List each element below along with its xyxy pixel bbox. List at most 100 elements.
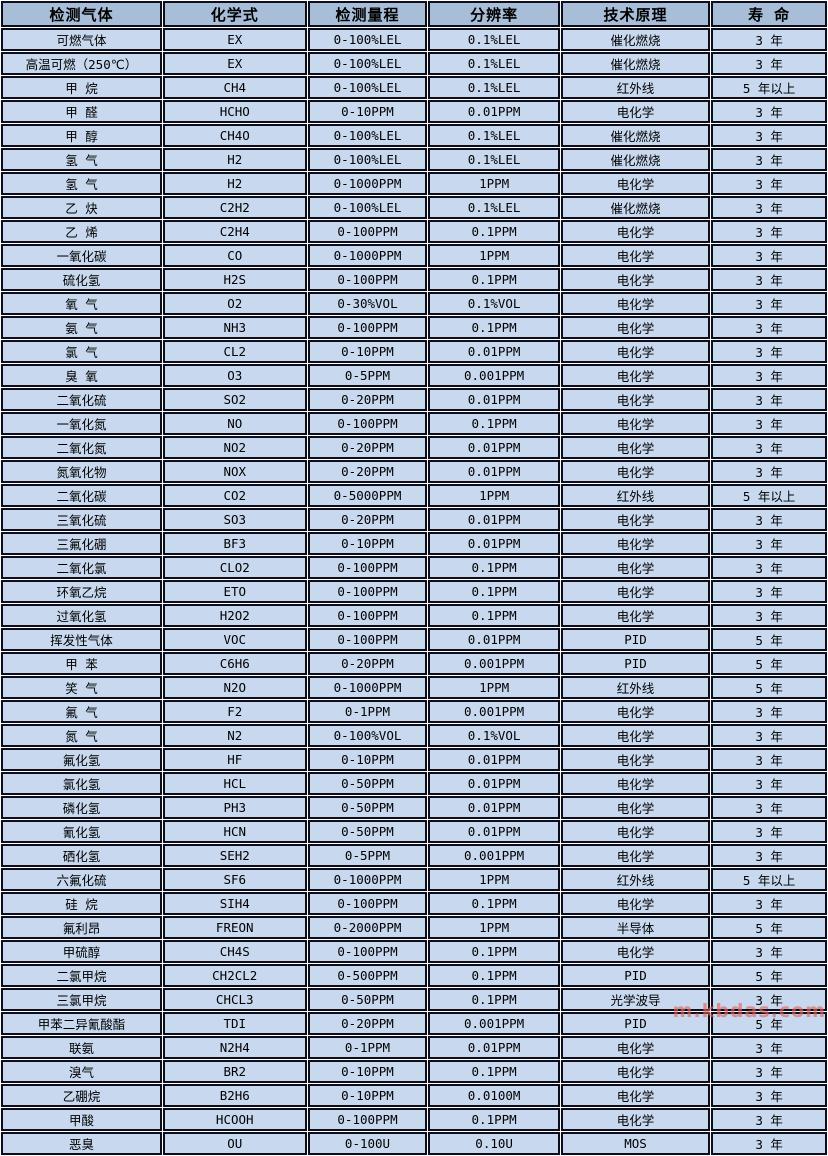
- cell-gas-name: 氢 气: [1, 172, 162, 195]
- cell-lifespan: 3 年: [711, 508, 827, 531]
- cell-resolution: 1PPM: [428, 868, 560, 891]
- cell-gas-name: 氢 气: [1, 148, 162, 171]
- table-row: 二氧化氯 CLO2 0-100PPM 0.1PPM 电化学 3 年: [1, 556, 827, 579]
- cell-resolution: 0.001PPM: [428, 844, 560, 867]
- cell-lifespan: 3 年: [711, 268, 827, 291]
- cell-gas-name: 一氧化碳: [1, 244, 162, 267]
- cell-lifespan: 3 年: [711, 460, 827, 483]
- cell-gas-name: 乙硼烷: [1, 1084, 162, 1107]
- cell-resolution: 0.01PPM: [428, 772, 560, 795]
- cell-gas-name: 臭 氧: [1, 364, 162, 387]
- table-row: 环氧乙烷 ETO 0-100PPM 0.1PPM 电化学 3 年: [1, 580, 827, 603]
- table-row: 乙硼烷 B2H6 0-10PPM 0.0100M 电化学 3 年: [1, 1084, 827, 1107]
- cell-detection-range: 0-20PPM: [307, 652, 428, 675]
- table-row: 氮氧化物 NOX 0-20PPM 0.01PPM 电化学 3 年: [1, 460, 827, 483]
- cell-detection-range: 0-100%LEL: [307, 28, 428, 51]
- cell-lifespan: 3 年: [711, 412, 827, 435]
- cell-chemical-formula: NO: [162, 412, 307, 435]
- cell-resolution: 0.001PPM: [428, 700, 560, 723]
- cell-gas-name: 甲 苯: [1, 652, 162, 675]
- table-row: 硫化氢 H2S 0-100PPM 0.1PPM 电化学 3 年: [1, 268, 827, 291]
- cell-gas-name: 三氧化硫: [1, 508, 162, 531]
- cell-gas-name: 甲硫醇: [1, 940, 162, 963]
- cell-resolution: 0.1PPM: [428, 580, 560, 603]
- cell-chemical-formula: CH4O: [162, 124, 307, 147]
- table-row: 二氯甲烷 CH2CL2 0-500PPM 0.1PPM PID 5 年: [1, 964, 827, 987]
- table-row: 甲苯二异氰酸酯 TDI 0-20PPM 0.001PPM PID 5 年: [1, 1012, 827, 1035]
- cell-gas-name: 磷化氢: [1, 796, 162, 819]
- cell-chemical-formula: PH3: [162, 796, 307, 819]
- cell-detection-range: 0-10PPM: [307, 748, 428, 771]
- cell-chemical-formula: O2: [162, 292, 307, 315]
- cell-chemical-formula: SIH4: [162, 892, 307, 915]
- cell-technology: 红外线: [560, 76, 711, 99]
- table-row: 三氯甲烷 CHCL3 0-50PPM 0.1PPM 光学波导 3 年: [1, 988, 827, 1011]
- cell-detection-range: 0-100PPM: [307, 220, 428, 243]
- cell-technology: 电化学: [560, 820, 711, 843]
- cell-resolution: 0.01PPM: [428, 748, 560, 771]
- cell-resolution: 0.01PPM: [428, 820, 560, 843]
- cell-detection-range: 0-100%LEL: [307, 124, 428, 147]
- column-header-lifespan: 寿 命: [711, 1, 827, 27]
- cell-gas-name: 氮氧化物: [1, 460, 162, 483]
- cell-lifespan: 5 年以上: [711, 868, 827, 891]
- cell-resolution: 0.0100M: [428, 1084, 560, 1107]
- cell-detection-range: 0-1000PPM: [307, 676, 428, 699]
- cell-lifespan: 3 年: [711, 1084, 827, 1107]
- cell-gas-name: 挥发性气体: [1, 628, 162, 651]
- cell-lifespan: 3 年: [711, 244, 827, 267]
- cell-technology: 红外线: [560, 484, 711, 507]
- cell-chemical-formula: CH2CL2: [162, 964, 307, 987]
- table-row: 硒化氢 SEH2 0-5PPM 0.001PPM 电化学 3 年: [1, 844, 827, 867]
- cell-lifespan: 5 年: [711, 628, 827, 651]
- cell-resolution: 1PPM: [428, 676, 560, 699]
- table-row: 六氟化硫 SF6 0-1000PPM 1PPM 红外线 5 年以上: [1, 868, 827, 891]
- column-header-range: 检测量程: [307, 1, 428, 27]
- cell-detection-range: 0-20PPM: [307, 1012, 428, 1035]
- table-row: 乙 烯 C2H4 0-100PPM 0.1PPM 电化学 3 年: [1, 220, 827, 243]
- cell-chemical-formula: SEH2: [162, 844, 307, 867]
- table-row: 二氧化碳 CO2 0-5000PPM 1PPM 红外线 5 年以上: [1, 484, 827, 507]
- cell-resolution: 0.1%LEL: [428, 52, 560, 75]
- cell-chemical-formula: C2H4: [162, 220, 307, 243]
- cell-resolution: 0.1PPM: [428, 268, 560, 291]
- cell-technology: PID: [560, 1012, 711, 1035]
- cell-detection-range: 0-100PPM: [307, 628, 428, 651]
- cell-chemical-formula: H2: [162, 172, 307, 195]
- cell-lifespan: 5 年: [711, 1012, 827, 1035]
- cell-detection-range: 0-1000PPM: [307, 868, 428, 891]
- cell-chemical-formula: NOX: [162, 460, 307, 483]
- cell-technology: 电化学: [560, 772, 711, 795]
- cell-resolution: 0.01PPM: [428, 100, 560, 123]
- cell-gas-name: 二氧化氯: [1, 556, 162, 579]
- cell-gas-name: 一氧化氮: [1, 412, 162, 435]
- cell-lifespan: 3 年: [711, 1036, 827, 1059]
- cell-gas-name: 氧 气: [1, 292, 162, 315]
- cell-detection-range: 0-10PPM: [307, 100, 428, 123]
- cell-lifespan: 3 年: [711, 532, 827, 555]
- cell-chemical-formula: CO2: [162, 484, 307, 507]
- cell-resolution: 0.1PPM: [428, 316, 560, 339]
- table-row: 甲 醇 CH4O 0-100%LEL 0.1%LEL 催化燃烧 3 年: [1, 124, 827, 147]
- cell-detection-range: 0-5000PPM: [307, 484, 428, 507]
- table-row: 一氧化氮 NO 0-100PPM 0.1PPM 电化学 3 年: [1, 412, 827, 435]
- cell-detection-range: 0-10PPM: [307, 532, 428, 555]
- cell-lifespan: 3 年: [711, 124, 827, 147]
- cell-lifespan: 5 年: [711, 676, 827, 699]
- cell-lifespan: 3 年: [711, 52, 827, 75]
- cell-lifespan: 5 年: [711, 964, 827, 987]
- cell-chemical-formula: F2: [162, 700, 307, 723]
- table-row: 乙 炔 C2H2 0-100%LEL 0.1%LEL 催化燃烧 3 年: [1, 196, 827, 219]
- cell-chemical-formula: H2S: [162, 268, 307, 291]
- cell-technology: 电化学: [560, 580, 711, 603]
- cell-resolution: 1PPM: [428, 916, 560, 939]
- cell-detection-range: 0-100%LEL: [307, 196, 428, 219]
- cell-detection-range: 0-20PPM: [307, 388, 428, 411]
- column-header-technology: 技术原理: [560, 1, 711, 27]
- cell-gas-name: 甲酸: [1, 1108, 162, 1131]
- cell-technology: 电化学: [560, 340, 711, 363]
- cell-resolution: 0.1%LEL: [428, 124, 560, 147]
- cell-detection-range: 0-30%VOL: [307, 292, 428, 315]
- cell-gas-name: 甲 醇: [1, 124, 162, 147]
- cell-lifespan: 3 年: [711, 724, 827, 747]
